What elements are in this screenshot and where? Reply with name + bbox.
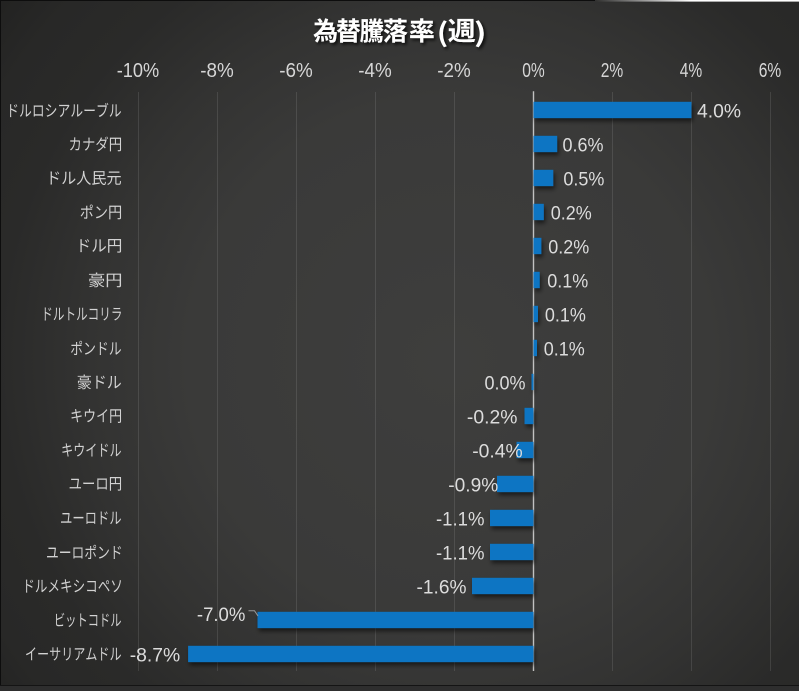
svg-text:-2%: -2% [437,60,471,82]
svg-text:0.1%: 0.1% [545,305,586,327]
svg-text:-1.6%: -1.6% [417,577,467,599]
svg-text:-1.1%: -1.1% [436,543,485,565]
svg-text:-6%: -6% [279,60,313,82]
svg-text:0.2%: 0.2% [548,237,589,259]
svg-text:4.0%: 4.0% [697,101,741,123]
svg-text:-0.9%: -0.9% [448,475,498,497]
svg-text:0.0%: 0.0% [485,373,526,395]
svg-text:0.5%: 0.5% [563,169,604,191]
svg-text:0.6%: 0.6% [563,135,604,157]
svg-text:4%: 4% [680,60,703,82]
svg-text:-0.4%: -0.4% [472,441,523,463]
svg-text:0%: 0% [522,60,545,82]
svg-text:-8.7%: -8.7% [130,645,181,667]
svg-text:0.1%: 0.1% [547,271,588,293]
svg-text:6%: 6% [759,60,782,82]
svg-text:-10%: -10% [117,60,160,82]
svg-text:-0.2%: -0.2% [467,407,518,429]
svg-text:0.2%: 0.2% [551,203,592,225]
svg-text:-4%: -4% [358,60,392,82]
svg-text:-8%: -8% [200,60,234,82]
svg-text:2%: 2% [601,60,624,82]
svg-text:-7.0%: -7.0% [197,604,246,626]
svg-text:0.1%: 0.1% [544,339,585,361]
svg-text:-1.1%: -1.1% [436,509,485,531]
